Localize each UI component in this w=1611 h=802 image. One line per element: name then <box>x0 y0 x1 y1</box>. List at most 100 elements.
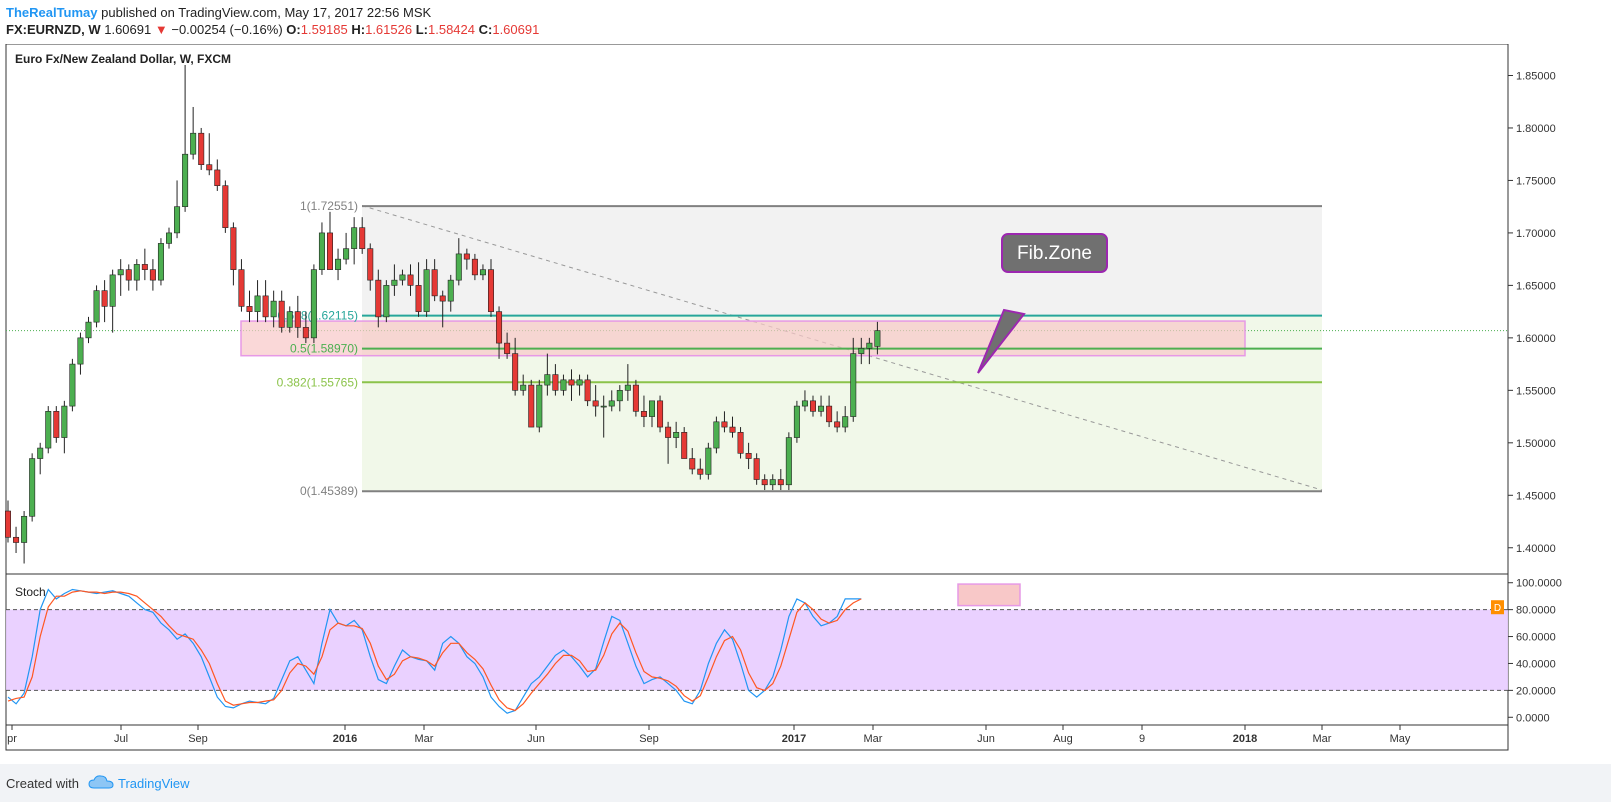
stoch-tick-label: 60.0000 <box>1516 632 1556 644</box>
candle <box>182 64 189 212</box>
candle-body-up <box>576 379 583 386</box>
candle-body-down <box>689 458 696 470</box>
fib-line-05-label: 0.5(1.58970) <box>290 342 358 356</box>
candle <box>254 280 261 323</box>
cloud-icon[interactable] <box>88 773 114 791</box>
candle-body-up <box>85 321 92 339</box>
candle-body-down <box>230 227 237 270</box>
candle-body-down <box>214 169 221 186</box>
candle-body-down <box>737 432 744 454</box>
candle-body-up <box>77 337 84 365</box>
candle-body-down <box>5 510 12 538</box>
stoch-d-line[interactable] <box>7 590 862 712</box>
candle-body-down <box>496 311 503 344</box>
candle <box>455 238 462 286</box>
candle <box>826 395 833 428</box>
candle-body-up <box>182 153 189 207</box>
candle-body-up <box>174 206 181 234</box>
price-tick-label: 1.85000 <box>1516 70 1556 82</box>
candle-body-down <box>222 185 229 228</box>
candle <box>375 269 382 328</box>
time-tick-label: 9 <box>1139 733 1145 745</box>
time-tick-label: pr <box>7 733 17 745</box>
candle-body-up <box>383 285 390 318</box>
candle <box>133 259 140 291</box>
price-tick-label: 1.55000 <box>1516 385 1556 397</box>
candle <box>536 379 543 433</box>
candle <box>190 106 197 160</box>
candle <box>206 133 213 176</box>
candle <box>874 321 881 355</box>
candle <box>584 374 591 407</box>
candle <box>343 232 350 265</box>
candle-body-up <box>785 437 792 486</box>
stoch-title: Stoch <box>15 585 46 599</box>
candle-body-up <box>270 300 277 318</box>
dividend-flag-icon[interactable] <box>1491 600 1504 615</box>
time-tick-label: Jul <box>114 733 128 745</box>
fib-line-1-label: 1(1.72551) <box>300 199 358 213</box>
candle-body-down <box>640 411 647 417</box>
candle <box>496 306 503 359</box>
stoch-band-fill <box>6 609 1508 691</box>
candle-body-down <box>761 479 768 486</box>
candle <box>471 253 478 281</box>
candle-body-down <box>407 274 414 286</box>
fib-zone-callout[interactable]: Fib.Zone <box>977 233 1108 374</box>
time-tick-label: Sep <box>188 733 208 745</box>
candle <box>431 259 438 302</box>
candle-body-up <box>157 243 164 281</box>
candle-body-up <box>93 290 100 323</box>
trend-line[interactable] <box>361 205 1323 491</box>
candle-body-down <box>753 458 760 480</box>
candle-body-down <box>238 269 245 307</box>
candle <box>689 448 696 475</box>
fib-line-0382-label: 0.382(1.55765) <box>277 375 358 389</box>
candle-body-up <box>117 269 124 276</box>
candle <box>318 222 325 275</box>
open-value: 1.59185 <box>300 22 348 37</box>
price-tick-label: 1.50000 <box>1516 438 1556 450</box>
candle-body-up <box>335 258 342 270</box>
candle <box>721 411 728 433</box>
candle <box>624 364 631 401</box>
candle-body-up <box>343 248 350 260</box>
candle-body-down <box>568 379 575 386</box>
chart-frame <box>5 44 1509 751</box>
stoch-highlight-box[interactable] <box>957 583 1021 607</box>
candle <box>383 280 390 323</box>
highlight-zone-box[interactable] <box>240 320 1246 357</box>
candle <box>600 395 607 438</box>
candle-body-up <box>109 274 116 307</box>
candle <box>439 290 446 328</box>
author-link[interactable]: TheRealTumay <box>6 5 98 20</box>
candle <box>351 217 358 265</box>
price-tick-label: 1.65000 <box>1516 280 1556 292</box>
callout-box <box>1001 233 1108 273</box>
fib-line-0-label: 0(1.45389) <box>300 484 358 498</box>
candle-body-down <box>375 279 382 318</box>
candle-body-up <box>479 269 486 276</box>
candle <box>761 474 768 491</box>
candle-body-up <box>769 479 776 486</box>
low-label: L: <box>415 22 428 37</box>
candle <box>157 238 164 286</box>
candle-body-up <box>713 421 720 449</box>
candle-body-down <box>657 400 664 428</box>
tradingview-link[interactable]: TradingView <box>118 776 190 791</box>
chart-canvas[interactable]: 1(1.72551)0.618(1.62115)0.5(1.58970)0.38… <box>0 44 1611 764</box>
footer: Created with TradingView <box>0 764 1611 802</box>
candle <box>13 526 20 554</box>
candle <box>77 332 84 375</box>
candle <box>222 180 229 233</box>
candle <box>61 400 68 454</box>
candle-body-down <box>294 311 301 328</box>
candle <box>149 259 156 291</box>
candle <box>801 390 808 412</box>
symbol-label: FX:EURNZD, W <box>6 22 101 37</box>
high-value: 1.61526 <box>365 22 413 37</box>
candle-body-down <box>141 264 148 270</box>
stoch-k-line[interactable] <box>7 588 862 714</box>
candle-body-down <box>439 295 446 302</box>
candle-body-up <box>310 269 317 339</box>
